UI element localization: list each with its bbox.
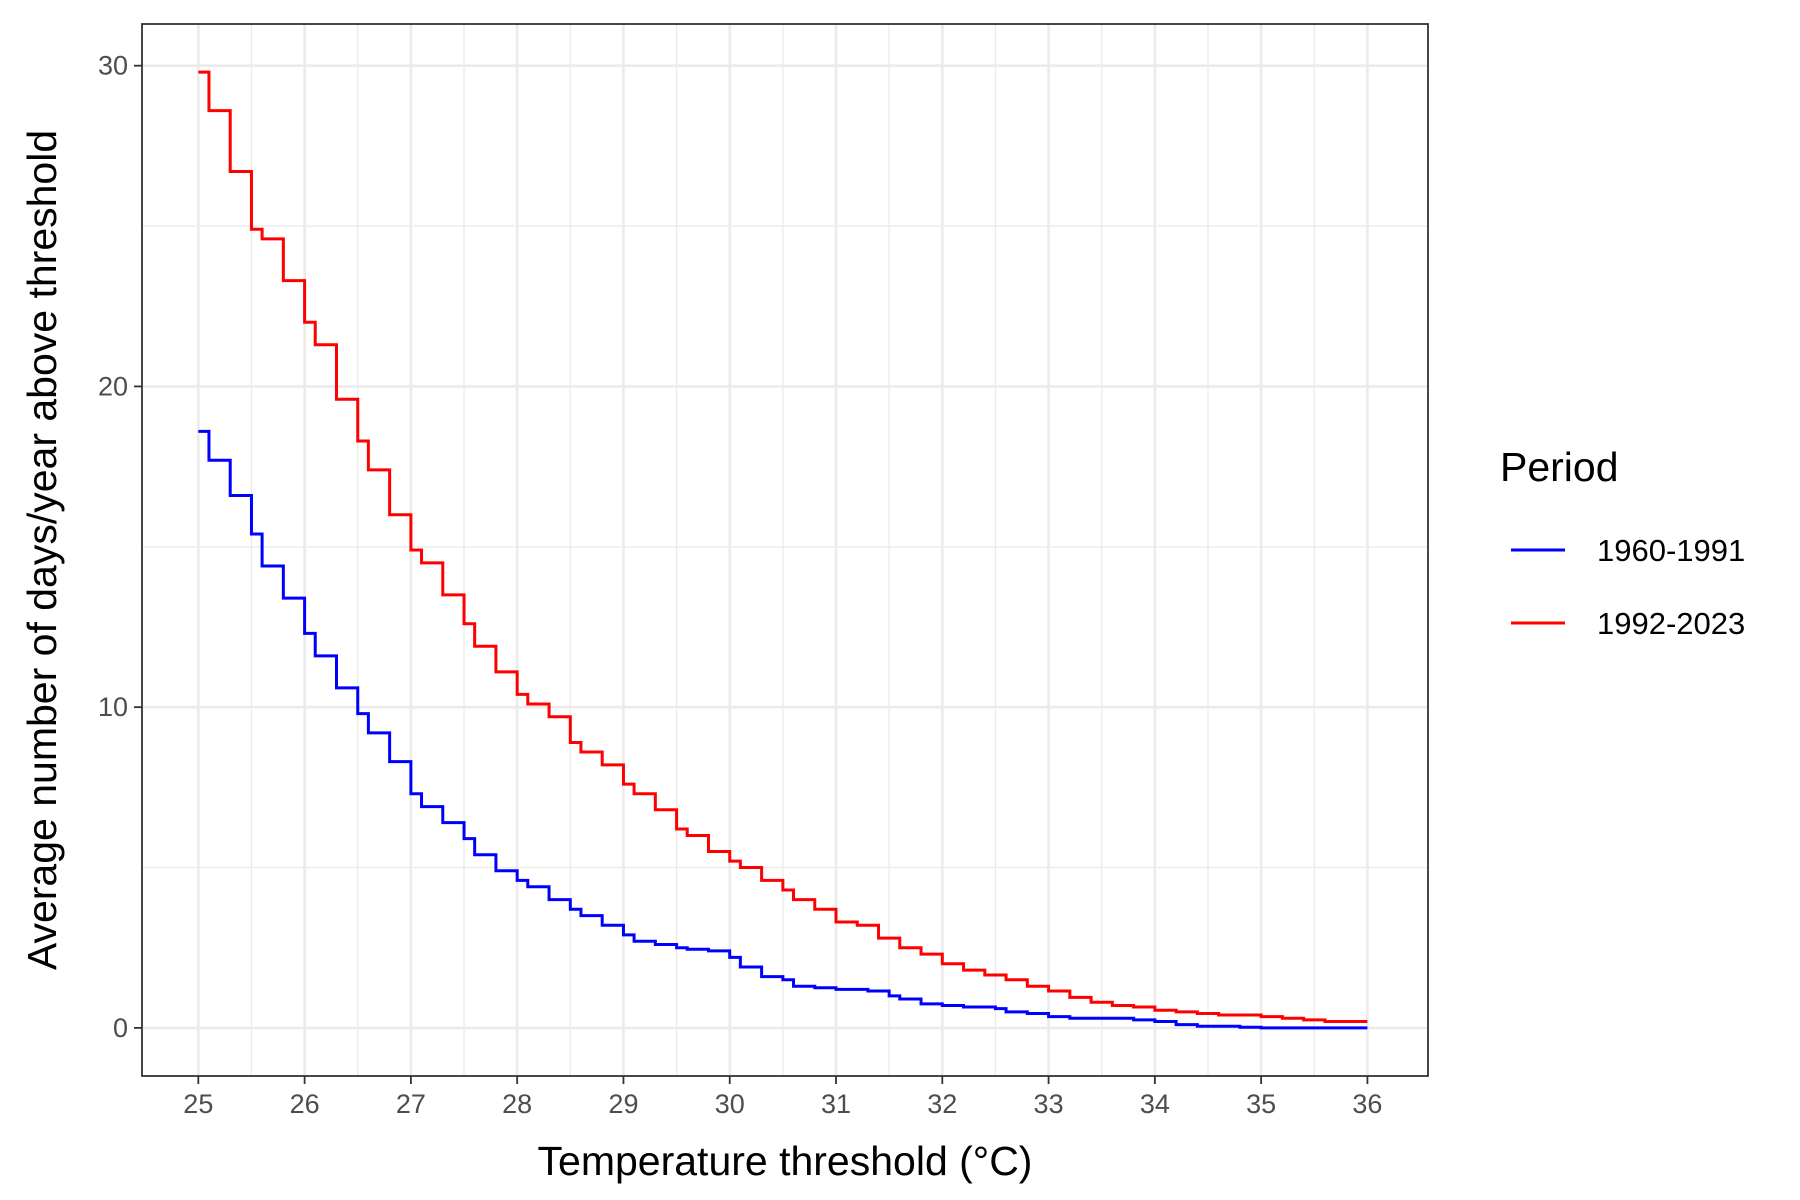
x-tick-label: 32	[927, 1089, 957, 1119]
y-tick-label: 20	[98, 371, 128, 401]
x-tick-label: 30	[715, 1089, 745, 1119]
x-tick-label: 28	[502, 1089, 532, 1119]
legend: Period 1960-1991 1992-2023	[1500, 444, 1745, 641]
legend-items: 1960-1991 1992-2023	[1511, 533, 1745, 641]
y-axis-ticks: 0 10 20 30	[98, 51, 142, 1043]
series-lines	[198, 70, 1368, 1030]
series-line-1960-1991	[198, 429, 1368, 1030]
plot-panel-border	[141, 23, 1429, 1077]
y-axis-title: Average number of days/year above thresh…	[19, 130, 65, 970]
y-tick-label: 30	[98, 51, 128, 81]
legend-title: Period	[1500, 444, 1619, 490]
minor-gridlines	[142, 24, 1428, 1076]
y-tick-label: 0	[113, 1013, 128, 1043]
series-line-1992-2023	[198, 70, 1368, 1023]
x-axis-title: Temperature threshold (°C)	[538, 1138, 1033, 1184]
y-tick-label: 10	[98, 692, 128, 722]
x-tick-label: 25	[183, 1089, 213, 1119]
plot-panel	[142, 24, 1428, 1076]
legend-label-1960-1991: 1960-1991	[1597, 533, 1745, 568]
x-tick-label: 26	[290, 1089, 320, 1119]
legend-label-1992-2023: 1992-2023	[1597, 606, 1745, 641]
x-tick-label: 34	[1140, 1089, 1170, 1119]
x-tick-label: 31	[821, 1089, 851, 1119]
x-tick-label: 36	[1352, 1089, 1382, 1119]
x-tick-label: 29	[608, 1089, 638, 1119]
x-axis-ticks: 25 26 27 28 29 30 31 32 33 34 35 36	[183, 1076, 1382, 1119]
x-tick-label: 27	[396, 1089, 426, 1119]
x-tick-label: 35	[1246, 1089, 1276, 1119]
x-tick-label: 33	[1034, 1089, 1064, 1119]
